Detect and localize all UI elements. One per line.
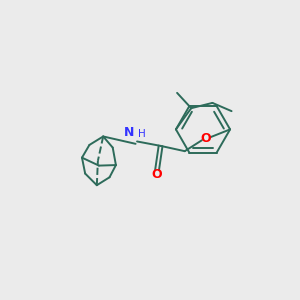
Text: N: N — [124, 126, 134, 139]
Text: O: O — [201, 132, 211, 145]
Text: H: H — [138, 129, 146, 139]
Text: O: O — [152, 168, 162, 181]
